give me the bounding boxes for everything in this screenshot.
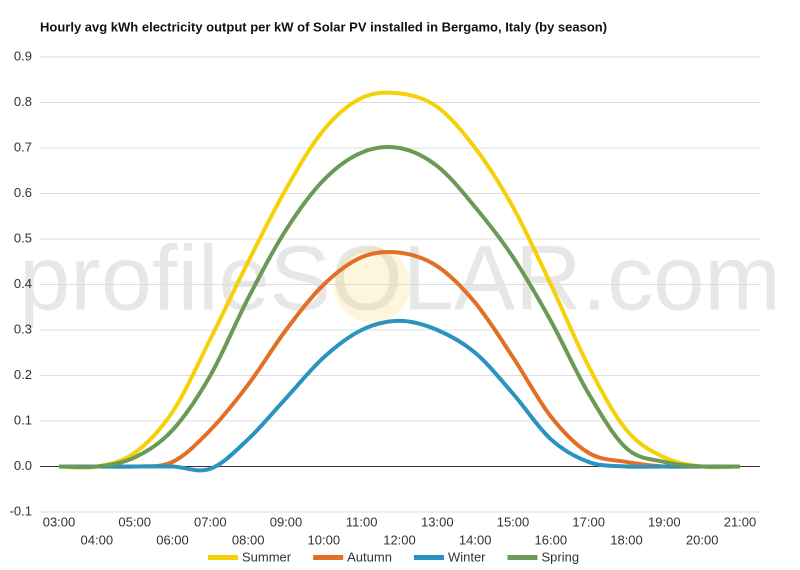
legend-swatch <box>313 555 344 560</box>
x-tick-label: 06:00 <box>156 532 189 547</box>
y-tick-label: 0.8 <box>14 94 32 109</box>
series-line <box>59 249 740 469</box>
y-tick-label: 0.0 <box>14 458 32 473</box>
x-tick-label: 16:00 <box>535 532 568 547</box>
y-tick-label: 0.4 <box>14 276 32 291</box>
series-line <box>59 318 740 473</box>
y-tick-label: -0.1 <box>10 503 32 518</box>
x-tick-label: 04:00 <box>81 532 114 547</box>
x-tick-label: 12:00 <box>383 532 416 547</box>
x-tick-label: 15:00 <box>497 514 530 529</box>
y-tick-label: 0.6 <box>14 185 32 200</box>
legend-swatch <box>507 555 538 560</box>
legend-label: Winter <box>448 549 486 564</box>
y-tick-label: 0.2 <box>14 367 32 382</box>
y-tick-label: 0.5 <box>14 230 32 245</box>
y-tick-label: 0.9 <box>14 48 32 63</box>
x-tick-label: 18:00 <box>610 532 643 547</box>
x-tick-label: 14:00 <box>459 532 492 547</box>
x-tick-label: 10:00 <box>308 532 341 547</box>
watermark: profileSOLAR.com <box>19 227 781 329</box>
x-tick-label: 20:00 <box>686 532 719 547</box>
legend-swatch <box>413 555 444 560</box>
y-tick-label: 0.3 <box>14 321 32 336</box>
y-tick-label: 0.7 <box>14 139 32 154</box>
x-tick-label: 13:00 <box>421 514 454 529</box>
legend-swatch <box>208 555 238 560</box>
series-line <box>58 145 741 470</box>
x-tick-label: 17:00 <box>572 514 605 529</box>
x-tick-label: 21:00 <box>724 514 757 529</box>
series-line <box>58 90 741 470</box>
legend-label: Summer <box>242 549 292 564</box>
x-tick-label: 19:00 <box>648 514 681 529</box>
x-tick-label: 05:00 <box>118 514 151 529</box>
legend-label: Autumn <box>347 549 392 564</box>
legend-label: Spring <box>542 549 580 564</box>
x-tick-label: 11:00 <box>346 514 378 529</box>
x-tick-label: 08:00 <box>232 532 265 547</box>
x-tick-label: 09:00 <box>270 514 303 529</box>
y-tick-label: 0.1 <box>14 412 32 427</box>
x-tick-label: 07:00 <box>194 514 227 529</box>
x-tick-label: 03:00 <box>43 514 76 529</box>
chart-title: Hourly avg kWh electricity output per kW… <box>40 19 607 34</box>
